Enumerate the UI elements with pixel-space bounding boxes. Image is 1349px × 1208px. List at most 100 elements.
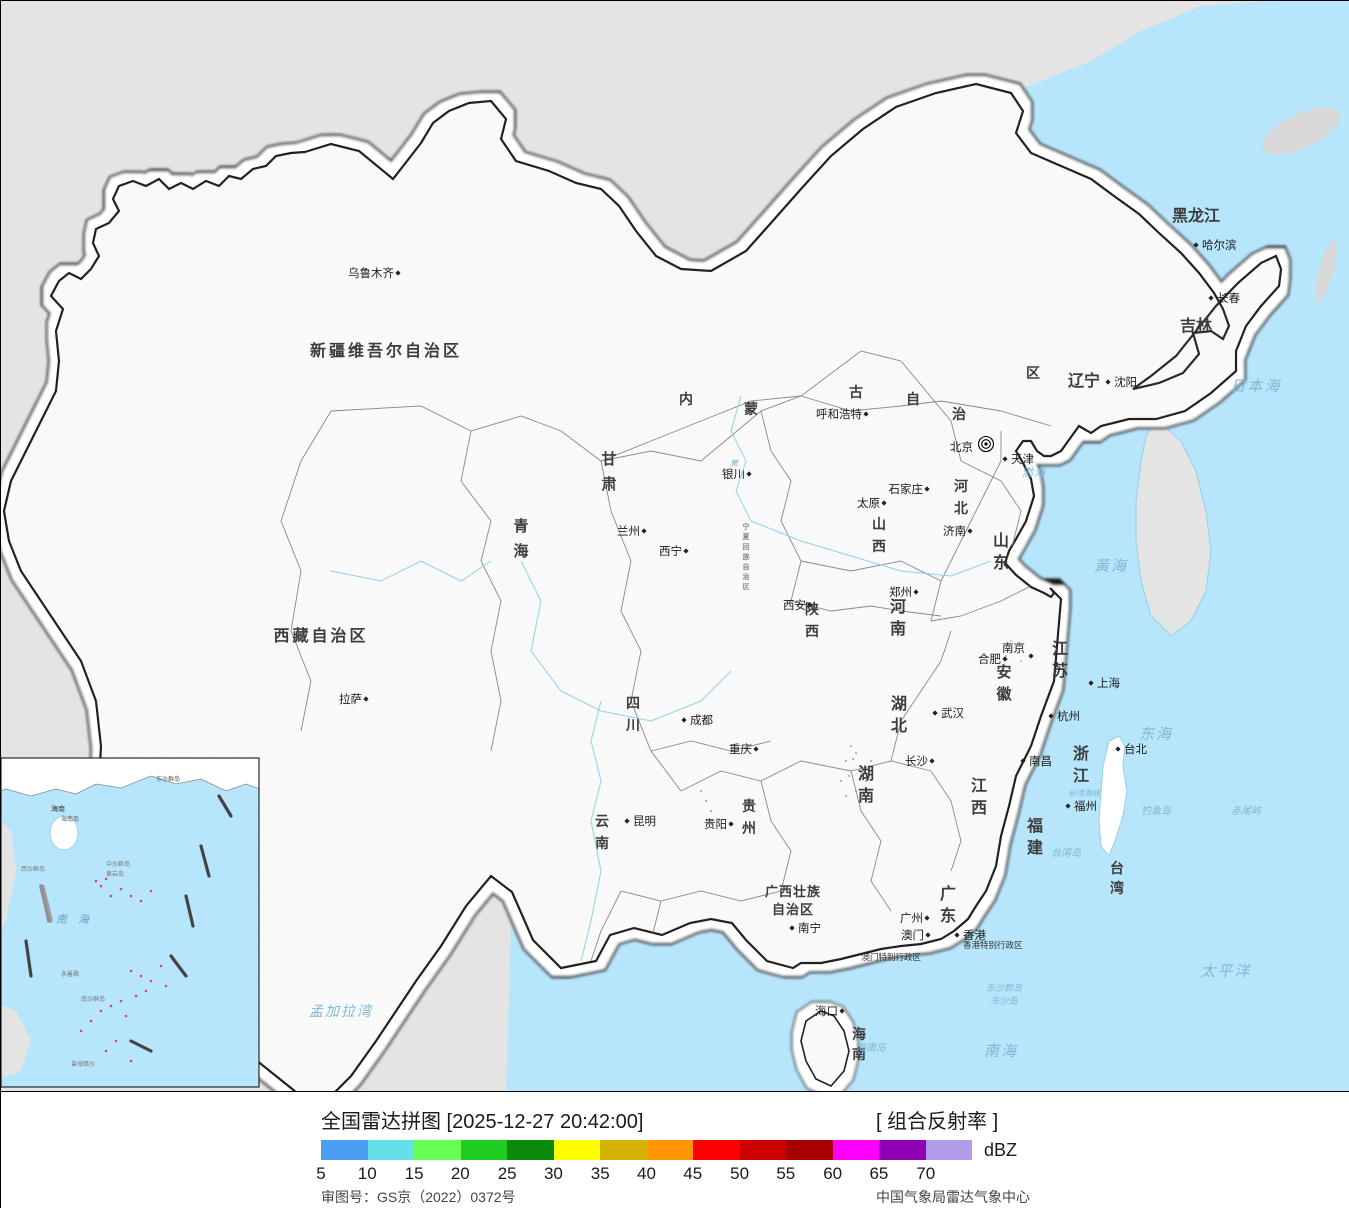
svg-text:苏: 苏 — [1052, 661, 1068, 680]
svg-text:西: 西 — [872, 538, 886, 554]
svg-text:海南岛: 海南岛 — [856, 1042, 887, 1054]
svg-text:赤尾屿: 赤尾屿 — [1231, 805, 1263, 817]
svg-text:南: 南 — [858, 786, 874, 805]
svg-text:内: 内 — [679, 391, 693, 407]
svg-text:宁: 宁 — [743, 522, 750, 531]
svg-text:西: 西 — [971, 799, 987, 817]
svg-text:湖: 湖 — [891, 695, 907, 713]
svg-text:广州: 广州 — [900, 912, 923, 925]
svg-text:区: 区 — [743, 583, 750, 591]
svg-text:治: 治 — [952, 406, 966, 422]
svg-text:合肥: 合肥 — [978, 652, 1001, 666]
svg-text:沈阳: 沈阳 — [1114, 375, 1137, 389]
svg-text:蒙: 蒙 — [744, 401, 758, 417]
svg-text:济南: 济南 — [943, 524, 966, 538]
svg-text:北: 北 — [954, 500, 968, 516]
svg-text:昆明: 昆明 — [633, 815, 656, 828]
svg-text:杭州: 杭州 — [1057, 709, 1080, 723]
svg-text:兰州: 兰州 — [617, 525, 640, 538]
svg-text:拉萨: 拉萨 — [339, 692, 362, 706]
svg-text:黑龙江: 黑龙江 — [1172, 206, 1220, 225]
svg-text:山: 山 — [872, 516, 886, 532]
svg-text:吉林: 吉林 — [1180, 316, 1212, 335]
svg-text:浙: 浙 — [1073, 744, 1089, 763]
svg-text:钓鱼岛: 钓鱼岛 — [1141, 805, 1172, 817]
svg-text:南宁: 南宁 — [798, 921, 821, 935]
svg-text:海: 海 — [513, 542, 528, 560]
svg-text:香港特别行政区: 香港特别行政区 — [963, 940, 1023, 950]
svg-text:东: 东 — [993, 553, 1009, 572]
svg-text:澳门: 澳门 — [901, 928, 924, 942]
svg-text:江: 江 — [971, 777, 987, 795]
svg-text:南: 南 — [595, 835, 609, 851]
svg-text:河: 河 — [954, 478, 968, 494]
svg-text:孟加拉湾: 孟加拉湾 — [309, 1003, 373, 1019]
svg-text:山: 山 — [993, 532, 1009, 550]
svg-text:河: 河 — [890, 597, 906, 616]
svg-text:湾: 湾 — [1110, 880, 1124, 896]
svg-text:北京: 北京 — [950, 440, 973, 454]
svg-text:南京: 南京 — [1002, 641, 1025, 655]
svg-text:东沙岛: 东沙岛 — [990, 996, 1018, 1006]
svg-text:青: 青 — [513, 517, 528, 535]
svg-text:黃海: 黃海 — [1094, 558, 1128, 575]
svg-text:川: 川 — [625, 717, 640, 733]
svg-text:徽: 徽 — [995, 685, 1012, 703]
svg-text:南 海: 南 海 — [56, 913, 91, 926]
svg-text:自: 自 — [743, 562, 750, 571]
svg-text:江: 江 — [1073, 767, 1089, 785]
svg-text:自: 自 — [906, 391, 920, 407]
svg-text:回: 回 — [743, 542, 750, 551]
svg-text:贵阳: 贵阳 — [704, 818, 727, 831]
svg-text:福: 福 — [1026, 816, 1043, 835]
svg-text:夏: 夏 — [742, 532, 751, 541]
svg-text:贵: 贵 — [742, 798, 756, 814]
svg-text:中沙群岛: 中沙群岛 — [106, 860, 130, 868]
svg-text:西沙群岛: 西沙群岛 — [21, 865, 45, 873]
svg-text:哈尔滨: 哈尔滨 — [1202, 238, 1237, 252]
svg-text:北: 北 — [891, 717, 907, 735]
svg-text:西宁: 西宁 — [659, 544, 682, 558]
svg-text:陕: 陕 — [805, 601, 819, 617]
svg-text:台北: 台北 — [1124, 742, 1147, 756]
svg-text:东海: 东海 — [1139, 726, 1173, 743]
svg-text:郑州: 郑州 — [889, 585, 912, 599]
svg-text:呼和浩特: 呼和浩特 — [816, 407, 862, 421]
svg-text:长沙: 长沙 — [905, 755, 928, 768]
svg-text:湖: 湖 — [858, 765, 874, 783]
svg-text:古: 古 — [849, 384, 863, 400]
svg-text:辽宁: 辽宁 — [1068, 371, 1100, 390]
svg-text:新疆维吾尔自治区: 新疆维吾尔自治区 — [310, 341, 462, 360]
svg-text:海口: 海口 — [815, 1004, 838, 1018]
svg-text:南海: 南海 — [984, 1043, 1018, 1060]
svg-text:台湾海峡: 台湾海峡 — [1068, 789, 1101, 798]
svg-text:曾母暗沙: 曾母暗沙 — [71, 1060, 95, 1068]
svg-text:区: 区 — [1026, 365, 1040, 381]
svg-text:自治区: 自治区 — [772, 902, 814, 917]
svg-text:广西壮族: 广西壮族 — [765, 884, 821, 899]
svg-text:澳门特别行政区: 澳门特别行政区 — [861, 952, 921, 962]
svg-text:四: 四 — [626, 695, 640, 711]
svg-text:黄: 黄 — [730, 459, 739, 468]
svg-text:东沙群岛: 东沙群岛 — [986, 983, 1023, 993]
svg-text:石家庄: 石家庄 — [889, 482, 924, 496]
svg-text:西藏自治区: 西藏自治区 — [273, 626, 368, 645]
svg-text:日本海: 日本海 — [1230, 378, 1281, 395]
svg-text:西: 西 — [805, 623, 819, 639]
svg-text:南: 南 — [890, 619, 906, 638]
svg-text:广: 广 — [940, 884, 956, 903]
svg-text:天津: 天津 — [1011, 453, 1034, 466]
svg-text:福州: 福州 — [1074, 799, 1097, 813]
svg-text:西安: 西安 — [783, 598, 806, 612]
svg-text:南昌: 南昌 — [1029, 754, 1052, 768]
svg-text:太平洋: 太平洋 — [1200, 963, 1251, 980]
svg-text:乌鲁木齐: 乌鲁木齐 — [348, 266, 394, 280]
svg-text:黄岩岛: 黄岩岛 — [106, 870, 124, 878]
svg-text:太原: 太原 — [857, 497, 880, 510]
svg-text:东沙群岛: 东沙群岛 — [156, 775, 180, 783]
svg-text:州: 州 — [741, 820, 756, 836]
svg-text:云: 云 — [595, 813, 609, 829]
svg-text:肃: 肃 — [601, 475, 616, 493]
svg-text:台湾岛: 台湾岛 — [1051, 847, 1082, 859]
svg-text:江: 江 — [1052, 640, 1068, 658]
